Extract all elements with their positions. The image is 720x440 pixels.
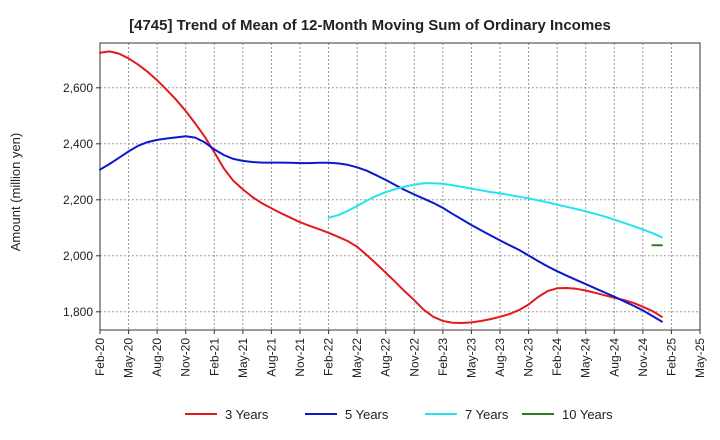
y-axis-ticks: 1,800 2,000 2,200 2,400 2,600: [63, 81, 100, 319]
legend: 3 Years 5 Years 7 Years 10 Years: [185, 407, 613, 422]
y-tick-label: 2,600: [63, 81, 93, 95]
x-tick-label: Aug-21: [264, 338, 278, 377]
series-layer: [99, 50, 663, 324]
series-line-7-years: [327, 182, 663, 239]
chart-title: [4745] Trend of Mean of 12-Month Moving …: [129, 17, 611, 34]
x-tick-label: Feb-22: [322, 338, 336, 376]
x-tick-label: May-23: [464, 338, 478, 378]
legend-label: 7 Years: [465, 407, 509, 422]
x-tick-label: Nov-23: [522, 338, 536, 377]
series-line-5-years: [99, 135, 663, 323]
legend-item-10-years: 10 Years: [522, 407, 613, 422]
x-tick-label: May-22: [350, 338, 364, 378]
x-tick-label: Aug-24: [607, 338, 621, 377]
y-tick-label: 1,800: [63, 305, 93, 319]
y-tick-label: 2,200: [63, 193, 93, 207]
y-tick-label: 2,400: [63, 137, 93, 151]
legend-label: 5 Years: [345, 407, 389, 422]
legend-item-7-years: 7 Years: [425, 407, 509, 422]
x-tick-label: May-25: [693, 338, 707, 378]
series-line-3-years: [99, 50, 663, 324]
legend-label: 3 Years: [225, 407, 269, 422]
legend-item-5-years: 5 Years: [305, 407, 389, 422]
x-axis-ticks: Feb-20 May-20 Aug-20 Nov-20 Feb-21 May-21 Aug-…: [93, 330, 707, 378]
x-tick-label: May-20: [122, 338, 136, 378]
x-tick-label: May-24: [579, 338, 593, 378]
y-axis-label: Amount (million yen): [8, 133, 23, 252]
x-tick-label: Aug-23: [493, 338, 507, 377]
x-tick-label: Nov-22: [407, 338, 421, 377]
y-tick-label: 2,000: [63, 249, 93, 263]
x-tick-label: Feb-24: [550, 338, 564, 376]
x-tick-label: Feb-21: [207, 338, 221, 376]
x-tick-label: Aug-20: [150, 338, 164, 377]
x-tick-label: Feb-23: [436, 338, 450, 376]
gridlines: [100, 43, 700, 330]
legend-item-3-years: 3 Years: [185, 407, 269, 422]
x-tick-label: Nov-21: [293, 338, 307, 377]
x-tick-label: May-21: [236, 338, 250, 378]
x-tick-label: Nov-20: [179, 338, 193, 377]
x-tick-label: Aug-22: [379, 338, 393, 377]
legend-label: 10 Years: [562, 407, 613, 422]
x-tick-label: Feb-25: [664, 338, 678, 376]
plot-area: [99, 42, 701, 331]
x-tick-label: Feb-20: [93, 338, 107, 376]
x-tick-label: Nov-24: [636, 338, 650, 377]
